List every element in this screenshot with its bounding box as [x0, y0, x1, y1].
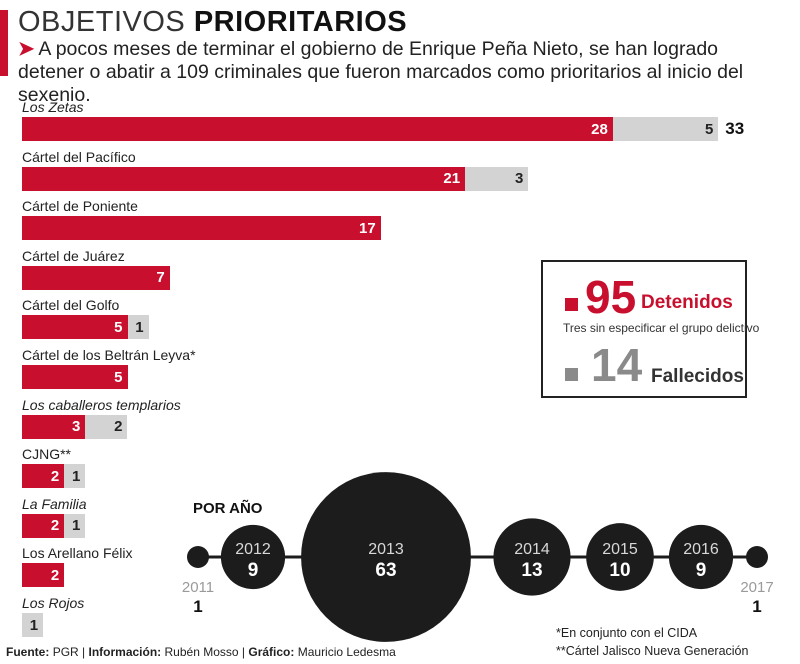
year-label: 2016 — [683, 541, 719, 558]
bar-segment-detenidos: 21 — [22, 166, 466, 191]
year-value: 1 — [193, 597, 202, 616]
subtitle: ➤ A pocos meses de terminar el gobierno d… — [18, 38, 788, 107]
year-bubble — [668, 524, 734, 590]
stacked-bar: 7 — [22, 265, 170, 290]
stacked-bar: 2 — [22, 563, 65, 588]
category-label: CJNG** — [22, 446, 72, 463]
credit-info-label: Información: — [88, 645, 162, 659]
title-light: OBJETIVOS — [18, 6, 186, 38]
bar-segment-detenidos: 2 — [22, 513, 65, 538]
bar-segment-detenidos: 3 — [22, 414, 86, 439]
credit-info-value: Rubén Mosso — [164, 645, 239, 659]
stacked-bar: 21 3 — [22, 166, 529, 191]
footnotes: *En conjunto con el CIDA **Cártel Jalisc… — [556, 624, 748, 660]
chevron-right-icon: ➤ — [18, 38, 35, 60]
year-bubble — [493, 518, 571, 596]
detained-square-icon — [565, 298, 578, 311]
bar-segment-detenidos: 5 — [22, 315, 128, 340]
bar-segment-detenidos: 17 — [22, 216, 381, 241]
credit-fuente-label: Fuente: — [6, 645, 50, 659]
deceased-value: 14 — [591, 339, 643, 391]
stacked-bar: 17 — [22, 216, 381, 241]
category-label: Cártel del Pacífico — [22, 148, 136, 165]
category-label: Los Arellano Félix — [22, 545, 133, 562]
bar-segment-fallecidos: 2 — [85, 414, 128, 439]
accent-rule — [0, 10, 8, 76]
year-bubble — [746, 546, 768, 568]
category-label: La Familia — [22, 495, 87, 512]
page-title: OBJETIVOS PRIORITARIOS — [18, 6, 407, 39]
category-label: Los caballeros templarios — [22, 396, 181, 413]
bar-segment-fallecidos: 3 — [465, 166, 529, 191]
year-value: 13 — [521, 560, 542, 581]
year-bubble — [586, 523, 654, 591]
year-bubble — [187, 546, 209, 568]
category-label: Los Rojos — [22, 595, 85, 611]
year-label: 2017 — [740, 579, 773, 596]
year-value: 10 — [609, 560, 630, 581]
title-bold: PRIORITARIOS — [193, 6, 408, 38]
year-label: 2013 — [368, 541, 404, 558]
year-label: 2015 — [602, 541, 638, 558]
year-bubble — [220, 524, 286, 590]
credit-grafico-label: Gráfico: — [248, 645, 295, 659]
category-label: Cártel de Juárez — [22, 247, 125, 264]
year-label: 2011 — [182, 579, 214, 596]
footnote-1: *En conjunto con el CIDA — [556, 626, 698, 640]
year-section-title: POR AÑO — [193, 500, 263, 517]
credits: Fuente: PGR | Información: Rubén Mosso |… — [6, 645, 396, 659]
footnote-2: **Cártel Jalisco Nueva Generación — [556, 644, 749, 658]
category-label: Los Zetas — [22, 99, 84, 115]
bar-segment-detenidos: 7 — [22, 265, 170, 290]
year-label: 2014 — [514, 541, 550, 558]
detained-note: Tres sin especificar el grupo delictivo — [563, 321, 760, 335]
credit-fuente-value: PGR — [52, 645, 79, 659]
bar-segment-detenidos: 2 — [22, 464, 65, 489]
deceased-label: Fallecidos — [651, 366, 744, 387]
bar-segment-fallecidos: 1 — [127, 315, 149, 340]
year-value: 1 — [752, 597, 761, 616]
subtitle-text: A pocos meses de terminar el gobierno de… — [18, 38, 744, 106]
bar-segment-detenidos: 2 — [22, 563, 65, 588]
stacked-bar: 1 — [22, 613, 44, 637]
bar-segment-fallecidos: 1 — [64, 464, 86, 489]
deceased-square-icon — [565, 368, 578, 381]
bar-segment-fallecidos: 5 — [612, 117, 719, 141]
detained-value: 95 — [585, 271, 637, 323]
bar-segment-detenidos: 5 — [22, 365, 128, 389]
category-label: Cártel de Poniente — [22, 198, 138, 215]
detained-label: Detenidos — [641, 292, 733, 313]
stacked-bar: 5 — [22, 365, 128, 389]
summary-box: 95 Detenidos Tres sin especificar el gru… — [541, 260, 759, 398]
category-label: Cártel del Golfo — [22, 297, 120, 314]
year-value: 9 — [696, 560, 707, 581]
year-bubble — [301, 472, 471, 642]
bar-segment-fallecidos: 1 — [22, 613, 44, 637]
year-value: 9 — [248, 560, 259, 581]
year-label: 2012 — [235, 541, 271, 558]
credit-grafico-value: Mauricio Ledesma — [297, 645, 396, 659]
stacked-bar: 28 5 — [22, 117, 719, 141]
bar-segment-fallecidos: 1 — [64, 513, 86, 538]
bar-segment-detenidos: 28 — [22, 117, 613, 141]
category-label: Cártel de los Beltrán Leyva* — [22, 347, 196, 363]
year-value: 63 — [375, 560, 396, 581]
bar-total: 33 — [725, 119, 745, 138]
